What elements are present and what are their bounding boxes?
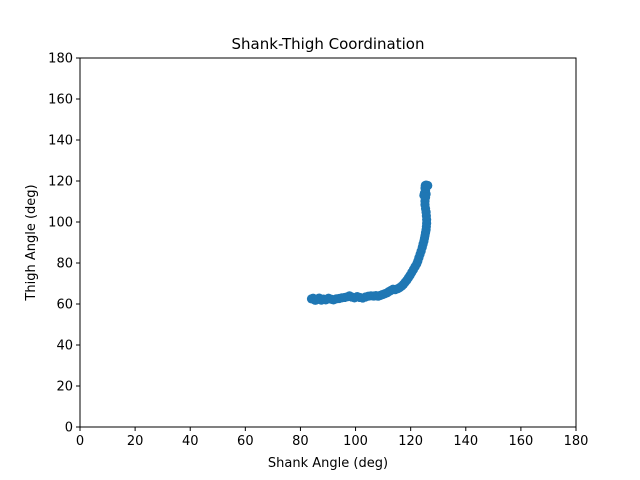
x-tick-label: 180 <box>564 434 589 449</box>
x-tick-label: 20 <box>127 434 144 449</box>
x-tick-label: 80 <box>292 434 309 449</box>
y-axis-label: Thigh Angle (deg) <box>24 184 39 301</box>
y-tick-label: 80 <box>56 257 73 272</box>
scatter-point <box>419 190 429 200</box>
y-tick-label: 0 <box>65 421 73 436</box>
x-tick-label: 40 <box>182 434 199 449</box>
y-tick-label: 180 <box>48 52 73 67</box>
plot-area <box>80 58 576 427</box>
y-tick-label: 100 <box>48 216 73 231</box>
scatter-point <box>423 180 433 191</box>
x-tick-label: 60 <box>237 434 254 449</box>
y-tick-label: 60 <box>56 298 73 313</box>
x-tick-label: 120 <box>398 434 423 449</box>
y-tick-label: 20 <box>56 380 73 395</box>
chart-title: Shank-Thigh Coordination <box>232 35 425 53</box>
x-tick-label: 160 <box>508 434 533 449</box>
axis-ticks: 0 20 40 60 80 100 120 140 160 180 0 20 40 60 80 100 120 1… <box>48 52 588 450</box>
x-tick-label: 0 <box>76 434 84 449</box>
plot-frame <box>79 57 577 428</box>
x-tick-label: 100 <box>343 434 368 449</box>
y-tick-label: 140 <box>48 134 73 149</box>
y-tick-label: 40 <box>56 339 73 354</box>
scatter-series <box>306 180 433 305</box>
y-tick-label: 120 <box>48 175 73 190</box>
x-tick-label: 140 <box>453 434 478 449</box>
x-axis-label: Shank Angle (deg) <box>268 456 388 471</box>
y-tick-label: 160 <box>48 93 73 108</box>
